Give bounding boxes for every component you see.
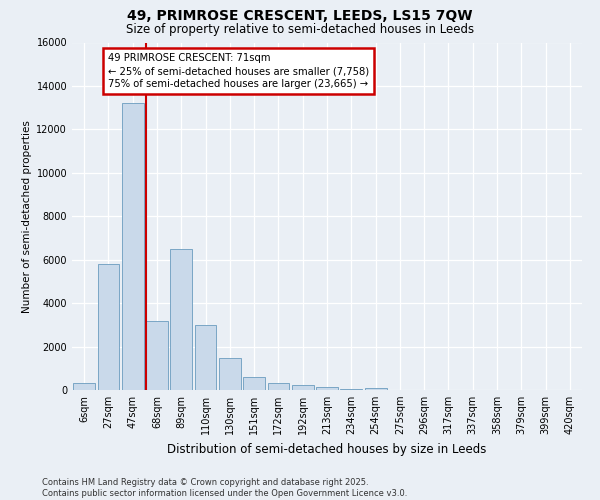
- Bar: [365, 388, 386, 390]
- Bar: [170, 249, 192, 390]
- Bar: [292, 385, 314, 390]
- Bar: [122, 104, 143, 390]
- X-axis label: Distribution of semi-detached houses by size in Leeds: Distribution of semi-detached houses by …: [167, 442, 487, 456]
- Bar: [194, 325, 217, 390]
- Bar: [97, 264, 119, 390]
- Text: 49, PRIMROSE CRESCENT, LEEDS, LS15 7QW: 49, PRIMROSE CRESCENT, LEEDS, LS15 7QW: [127, 9, 473, 23]
- Bar: [219, 358, 241, 390]
- Bar: [340, 388, 362, 390]
- Bar: [73, 384, 95, 390]
- Bar: [268, 384, 289, 390]
- Text: 49 PRIMROSE CRESCENT: 71sqm
← 25% of semi-detached houses are smaller (7,758)
75: 49 PRIMROSE CRESCENT: 71sqm ← 25% of sem…: [108, 53, 369, 90]
- Text: Size of property relative to semi-detached houses in Leeds: Size of property relative to semi-detach…: [126, 22, 474, 36]
- Bar: [316, 387, 338, 390]
- Y-axis label: Number of semi-detached properties: Number of semi-detached properties: [22, 120, 32, 312]
- Bar: [146, 320, 168, 390]
- Bar: [243, 376, 265, 390]
- Text: Contains HM Land Registry data © Crown copyright and database right 2025.
Contai: Contains HM Land Registry data © Crown c…: [42, 478, 407, 498]
